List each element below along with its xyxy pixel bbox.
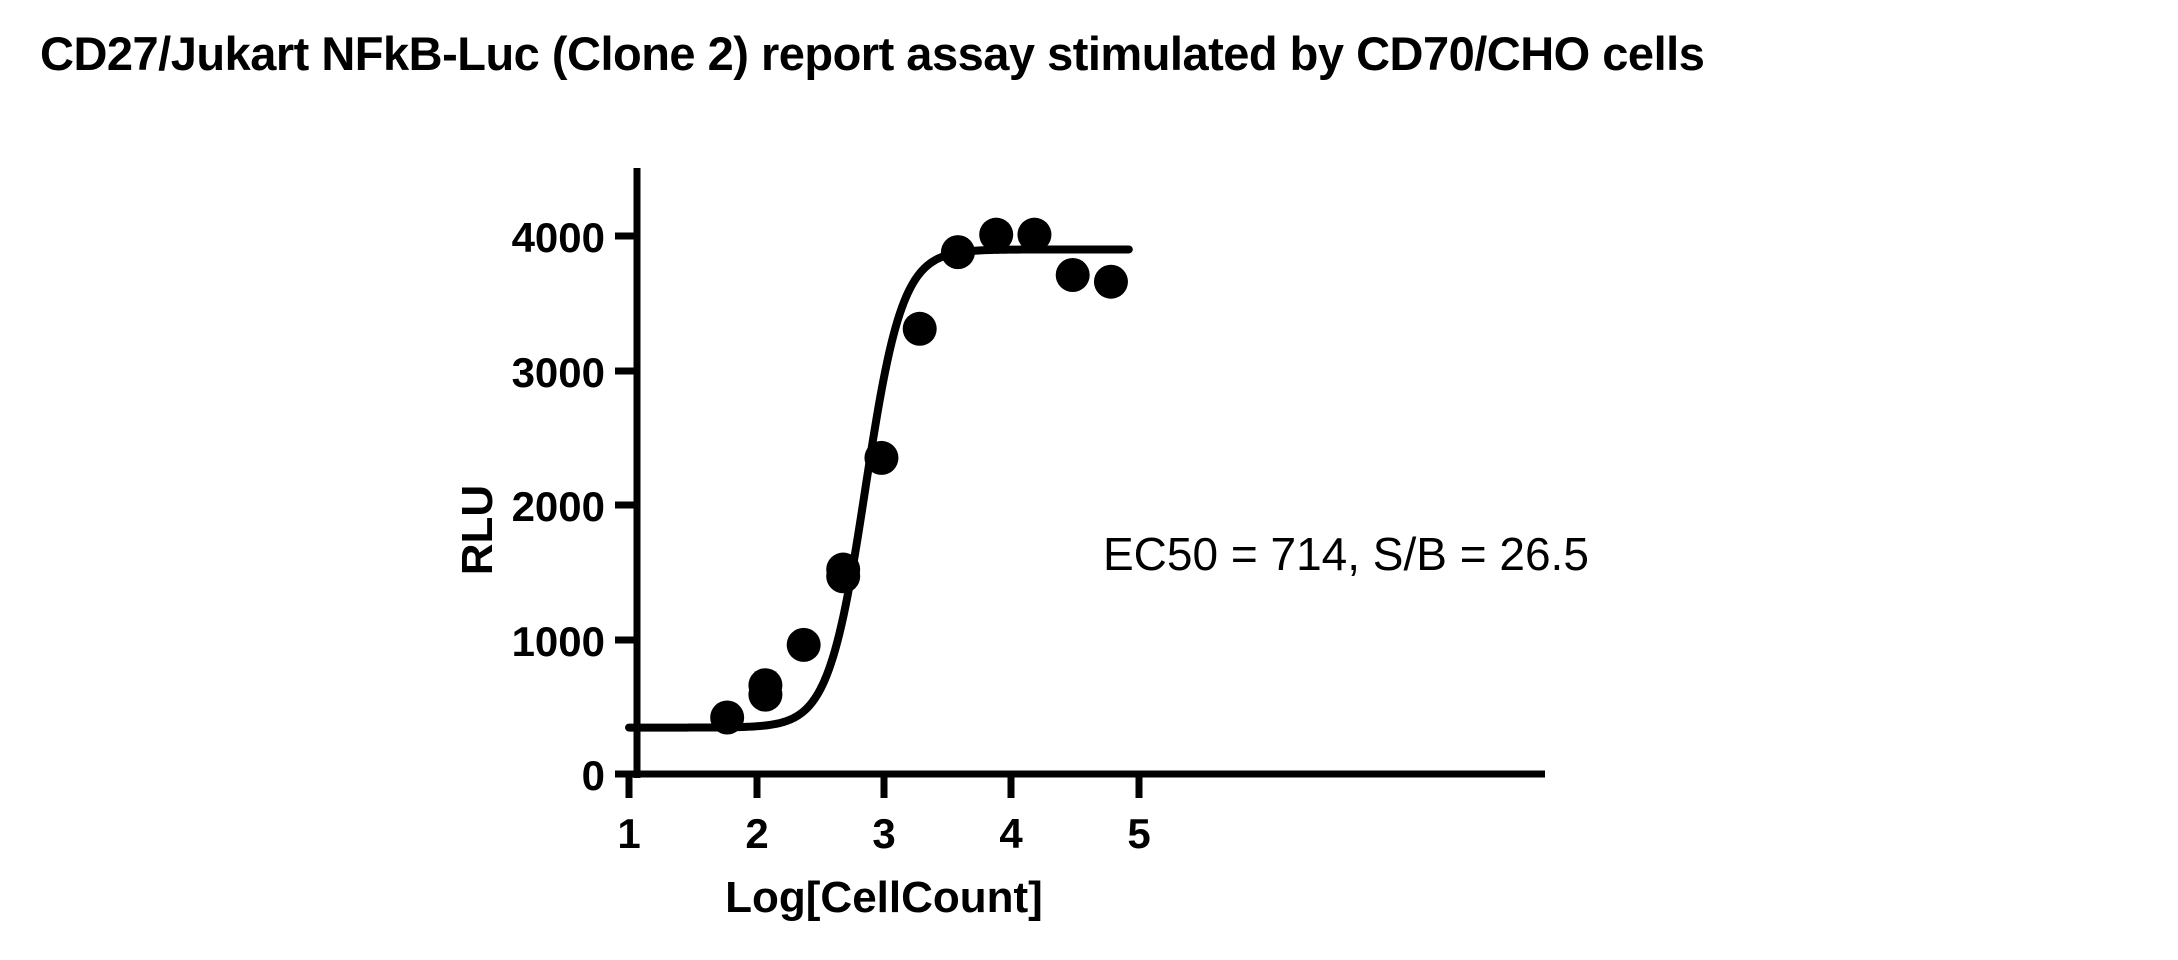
fit-curve bbox=[625, 245, 1133, 732]
x-axis-title: Log[CellCount] bbox=[725, 873, 1043, 922]
data-point bbox=[748, 677, 783, 712]
data-point bbox=[1017, 217, 1052, 252]
data-markers-group bbox=[710, 217, 1128, 735]
chart-title: CD27/Jukart NFkB-Luc (Clone 2) report as… bbox=[40, 27, 1705, 80]
y-tick-label-4000: 4000 bbox=[512, 214, 605, 261]
ec50-annotation: EC50 = 714, S/B = 26.5 bbox=[1103, 528, 1589, 580]
x-tick-label-3: 3 bbox=[872, 810, 895, 857]
x-tick-label-1: 1 bbox=[617, 810, 640, 857]
data-point bbox=[1093, 264, 1128, 299]
data-point bbox=[940, 235, 975, 270]
data-point bbox=[786, 627, 821, 662]
data-point bbox=[902, 311, 937, 346]
x-tick-label-5: 5 bbox=[1127, 810, 1150, 857]
y-axis-title: RLU bbox=[453, 485, 502, 575]
data-point bbox=[710, 700, 745, 735]
y-tick-label-0: 0 bbox=[582, 752, 605, 799]
data-point bbox=[1055, 258, 1090, 292]
x-tick-label-4: 4 bbox=[999, 810, 1023, 857]
y-tick-label-3000: 3000 bbox=[512, 349, 605, 396]
y-tick-label-1000: 1000 bbox=[512, 618, 605, 665]
data-point bbox=[979, 217, 1014, 252]
data-point bbox=[864, 440, 899, 475]
y-tick-label-2000: 2000 bbox=[512, 483, 605, 530]
data-point bbox=[826, 559, 861, 594]
x-tick-label-2: 2 bbox=[745, 810, 768, 857]
